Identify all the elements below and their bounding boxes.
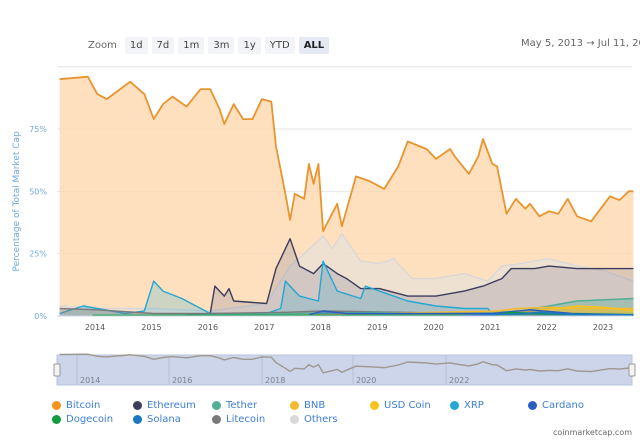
y-tick-label: 0% (34, 312, 47, 321)
y-axis-title: Percentage of Total Market Cap (12, 131, 22, 272)
legend-label: Cardano (542, 400, 584, 411)
tether-line (163, 297, 634, 317)
y-tick-label: 25% (29, 250, 47, 259)
legend-label: Solana (147, 414, 181, 425)
legend-item-cardano[interactable]: Cardano (528, 400, 584, 411)
date-to-input[interactable]: Jul 11, 2023 (597, 38, 640, 49)
zoom-3m-button[interactable]: 3m (208, 37, 235, 54)
zoom-1d-button[interactable]: 1d (124, 37, 148, 54)
y-tick-label: 75% (29, 125, 47, 134)
legend-item-ethereum[interactable]: Ethereum (133, 400, 196, 411)
x-tick-label: 2022 (536, 323, 556, 332)
legend-dot-icon (212, 415, 221, 424)
bitcoin-line (59, 75, 634, 233)
legend-label: Bitcoin (66, 400, 101, 411)
x-tick-label: 2019 (367, 323, 387, 332)
zoom-7d-button[interactable]: 7d (151, 37, 175, 54)
legend-label: Ethereum (147, 400, 196, 411)
zoom-all-button[interactable]: ALL (298, 37, 330, 54)
navigator-tick-label: 2022 (449, 376, 469, 385)
legend-dot-icon (133, 415, 142, 424)
legend-item-xrp[interactable]: XRP (450, 400, 484, 411)
y-tick-label: 50% (29, 187, 47, 196)
legend-dot-icon (290, 415, 299, 424)
legend-dot-icon (370, 401, 379, 410)
legend-item-tether[interactable]: Tether (212, 400, 257, 411)
others-line (59, 233, 634, 312)
xrp-area (59, 261, 634, 316)
x-tick-label: 2023 (593, 323, 613, 332)
legend-label: Others (304, 414, 338, 425)
legend-label: Tether (226, 400, 258, 411)
legend-dot-icon (52, 401, 61, 410)
zoom-1y-button[interactable]: 1y (238, 37, 261, 54)
zoom-ytd-button[interactable]: YTD (264, 37, 295, 54)
date-from-input[interactable]: May 5, 2013 (521, 38, 584, 49)
legend-dot-icon (290, 401, 299, 410)
navigator-tick-label: 2020 (356, 376, 376, 385)
bitcoin-area (59, 76, 634, 316)
legend-dot-icon (133, 401, 142, 410)
navigator: 2014 2016 2018 2020 2022 (53, 353, 636, 386)
legend-dot-icon (212, 401, 221, 410)
navigator-series-line (59, 353, 634, 374)
zoom-1m-button[interactable]: 1m (178, 37, 205, 54)
navigator-handle-left[interactable] (53, 363, 61, 377)
x-tick-label: 2015 (141, 323, 161, 332)
others-area (59, 233, 634, 316)
legend-label: Dogecoin (66, 414, 114, 425)
zoom-toolbar: Zoom 1d 7d 1m 3m 1y YTD ALL (88, 37, 330, 54)
legend-label: BNB (304, 400, 326, 411)
x-tick-label: 2017 (254, 323, 274, 332)
solana-line (459, 311, 634, 317)
navigator-tick-label: 2016 (172, 376, 192, 385)
market-cap-chart: 0% 25% 50% 75% Percentage of Total Market Ca… (12, 66, 636, 386)
legend-item-bitcoin[interactable]: Bitcoin (52, 400, 100, 411)
legend-label: USD Coin (384, 400, 431, 411)
x-tick-label: 2018 (311, 323, 331, 332)
legend-item-others[interactable]: Others (290, 414, 338, 425)
legend-item-solana[interactable]: Solana (133, 414, 181, 425)
navigator-tick-label: 2014 (80, 376, 100, 385)
legend-item-bnb[interactable]: BNB (290, 400, 325, 411)
legend-dot-icon (450, 401, 459, 410)
ethereum-line (186, 238, 634, 316)
navigator-handle-right[interactable] (628, 363, 636, 377)
zoom-label: Zoom (88, 40, 117, 51)
x-tick-label: 2021 (480, 323, 500, 332)
cardano-line (308, 309, 634, 316)
navigator-tick-label: 2018 (265, 376, 285, 385)
range-arrow: → (586, 38, 595, 49)
legend-label: Litecoin (226, 414, 266, 425)
x-tick-label: 2014 (85, 323, 105, 332)
credit-link[interactable]: coinmarketcap.com (553, 428, 632, 437)
legend-item-litecoin[interactable]: Litecoin (212, 414, 265, 425)
date-range: May 5, 2013 → Jul 11, 2023 (521, 38, 640, 49)
x-tick-label: 2020 (424, 323, 444, 332)
legend: Bitcoin Ethereum Tether BNB USD Coin XRP Carda… (0, 398, 640, 428)
xrp-line (59, 260, 634, 315)
ethereum-area (186, 238, 634, 316)
legend-item-dogecoin[interactable]: Dogecoin (52, 414, 113, 425)
legend-item-usd-coin[interactable]: USD Coin (370, 400, 431, 411)
x-tick-label: 2016 (198, 323, 218, 332)
legend-dot-icon (528, 401, 537, 410)
legend-dot-icon (52, 415, 61, 424)
legend-label: XRP (464, 400, 484, 411)
